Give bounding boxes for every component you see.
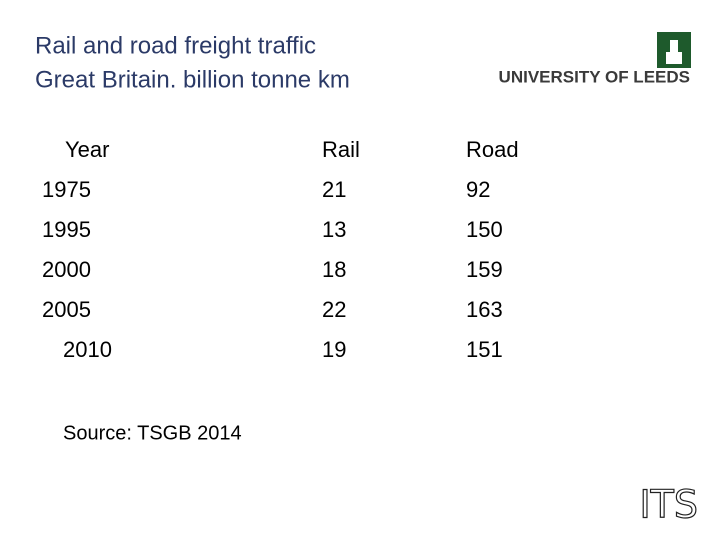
table-cell: 2005 — [42, 297, 91, 322]
table-cell: 151 — [466, 337, 503, 362]
table-cell: 150 — [466, 217, 503, 242]
table-cell: 18 — [322, 257, 346, 282]
table: Year Rail Road 1975 21 92 1995 13 150 2000 18 159 20… — [42, 137, 519, 362]
logo-text: UNIVERSITY OF LEEDS — [499, 67, 690, 86]
column-header: Year — [65, 137, 109, 162]
title-line: Great Britain. billion tonne km — [35, 66, 350, 93]
title-line: Rail and road freight traffic — [35, 32, 316, 59]
table-cell: 21 — [322, 177, 346, 202]
table-cell: 13 — [322, 217, 346, 242]
its-logo: ITS — [639, 483, 698, 527]
table-cell: 22 — [322, 297, 346, 322]
column-header: Rail — [322, 137, 360, 162]
table-cell: 2010 — [63, 337, 112, 362]
leeds-logo: UNIVERSITY OF LEEDS — [499, 32, 691, 86]
table-cell: 159 — [466, 257, 503, 282]
table-cell: 163 — [466, 297, 503, 322]
table-cell: 1975 — [42, 177, 91, 202]
column-header: Road — [466, 137, 519, 162]
logo-building — [666, 52, 682, 64]
table-cell: 1995 — [42, 217, 91, 242]
table-cell: 92 — [466, 177, 490, 202]
source: Source: TSGB 2014 — [63, 422, 242, 444]
table-cell: 2000 — [42, 257, 91, 282]
table-cell: 19 — [322, 337, 346, 362]
